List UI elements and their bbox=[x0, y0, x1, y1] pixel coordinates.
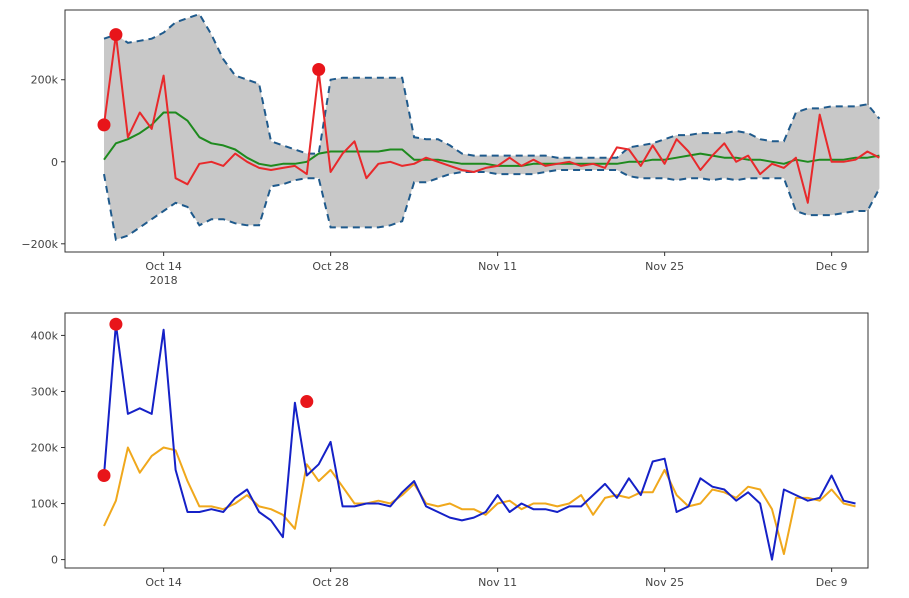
x-tick-label: Oct 14 bbox=[145, 576, 182, 589]
anomaly-marker-3[interactable] bbox=[300, 395, 314, 409]
anomaly-marker-1[interactable] bbox=[97, 118, 111, 132]
anomaly-marker-3[interactable] bbox=[312, 62, 326, 76]
x-tick-label: Nov 25 bbox=[645, 260, 684, 273]
x-tick-label: Dec 9 bbox=[816, 260, 848, 273]
x-tick-label: Nov 11 bbox=[478, 260, 517, 273]
y-tick-label: 200k bbox=[31, 442, 59, 455]
y-tick-label: 200k bbox=[31, 74, 59, 87]
anomaly-marker-1[interactable] bbox=[97, 469, 111, 483]
anomaly-marker-2[interactable] bbox=[109, 28, 123, 42]
band-upper-bound bbox=[103, 12, 881, 159]
x-tick-label: Oct 28 bbox=[312, 260, 349, 273]
x-tick-label: Oct 14 bbox=[145, 260, 182, 273]
x-tick-label: Nov 11 bbox=[478, 576, 517, 589]
x-tick-label: Dec 9 bbox=[816, 576, 848, 589]
y-tick-label: 400k bbox=[31, 329, 59, 342]
y-tick-label: 0 bbox=[51, 554, 58, 567]
y-tick-label: 0 bbox=[51, 156, 58, 169]
x-tick-label: Nov 25 bbox=[645, 576, 684, 589]
actual-series-line bbox=[103, 33, 880, 204]
plot-area-2 bbox=[64, 312, 869, 569]
actual-series-line bbox=[103, 323, 856, 561]
confidence-band bbox=[104, 14, 880, 240]
x-tick-year-label: 2018 bbox=[150, 274, 178, 287]
y-tick-label: 300k bbox=[31, 385, 59, 398]
y-tick-label: 100k bbox=[31, 498, 59, 511]
y-tick-label: −200k bbox=[21, 238, 58, 251]
x-tick-label: Oct 28 bbox=[312, 576, 349, 589]
anomaly-marker-2[interactable] bbox=[109, 317, 123, 331]
band-lower-bound bbox=[103, 169, 881, 242]
